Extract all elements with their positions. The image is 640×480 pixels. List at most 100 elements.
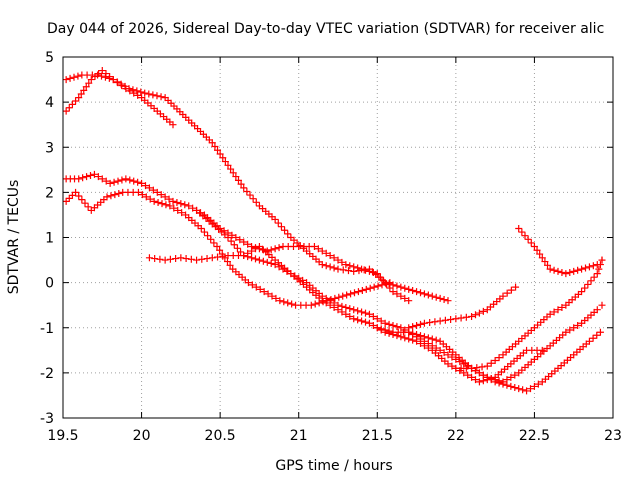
data-point-interp bbox=[487, 359, 495, 367]
data-point bbox=[134, 188, 142, 196]
data-point bbox=[94, 71, 102, 79]
data-point-interp bbox=[566, 326, 574, 334]
data-point-interp bbox=[491, 356, 499, 364]
series-track-7 bbox=[373, 301, 606, 386]
data-point-interp bbox=[318, 247, 326, 255]
data-point-interp bbox=[156, 255, 164, 263]
data-point-interp bbox=[87, 171, 94, 179]
y-tick-label: 5 bbox=[45, 50, 54, 66]
data-point-interp bbox=[354, 316, 362, 324]
data-point-interp bbox=[409, 323, 417, 331]
data-point-interp bbox=[207, 235, 215, 243]
data-point bbox=[109, 76, 117, 84]
data-point-interp bbox=[214, 253, 222, 261]
data-point bbox=[193, 256, 201, 264]
data-point-interp bbox=[487, 375, 495, 383]
data-point-interp bbox=[68, 191, 76, 199]
data-point bbox=[318, 261, 326, 269]
data-point bbox=[232, 234, 240, 241]
data-point-interp bbox=[432, 293, 440, 301]
data-point bbox=[224, 161, 232, 169]
data-point-interp bbox=[409, 287, 417, 295]
data-point-interp bbox=[401, 284, 409, 292]
data-point-interp bbox=[342, 303, 350, 311]
x-tick-label: 20 bbox=[133, 428, 151, 444]
data-point-interp bbox=[343, 291, 351, 299]
data-point-interp bbox=[351, 289, 358, 297]
data-point bbox=[138, 179, 146, 187]
data-point-interp bbox=[246, 191, 254, 199]
data-point-interp bbox=[284, 299, 292, 307]
data-point-interp bbox=[223, 258, 231, 266]
data-point bbox=[538, 346, 546, 354]
data-point-interp bbox=[511, 371, 519, 379]
data-point-interp bbox=[475, 309, 483, 317]
data-point-interp bbox=[581, 284, 589, 292]
data-point-interp bbox=[85, 79, 93, 87]
data-point-interp bbox=[401, 294, 409, 302]
data-point bbox=[177, 254, 185, 262]
data-point bbox=[62, 197, 70, 205]
data-point-interp bbox=[503, 376, 511, 384]
data-point-interp bbox=[521, 232, 529, 240]
data-point-interp bbox=[146, 195, 154, 203]
data-point-interp bbox=[244, 240, 252, 248]
data-point bbox=[125, 85, 133, 93]
data-point-interp bbox=[216, 150, 224, 158]
data-point-interp bbox=[267, 259, 275, 267]
x-tick-label: 21.5 bbox=[362, 428, 393, 444]
data-point-interp bbox=[129, 86, 137, 94]
data-point-interp bbox=[243, 187, 251, 195]
data-point-interp bbox=[377, 317, 385, 325]
data-point-interp bbox=[536, 250, 544, 258]
data-point-interp bbox=[280, 298, 288, 306]
data-point-interp bbox=[149, 91, 157, 99]
data-point-interp bbox=[178, 209, 186, 217]
data-point-interp bbox=[468, 373, 476, 381]
data-point-interp bbox=[226, 261, 234, 269]
data-point-interp bbox=[519, 386, 527, 394]
data-point-interp bbox=[593, 331, 601, 339]
data-point-interp bbox=[101, 73, 109, 81]
data-point-interp bbox=[284, 230, 292, 238]
data-point-interp bbox=[158, 200, 166, 208]
data-point bbox=[405, 297, 413, 305]
data-point-interp bbox=[558, 268, 566, 276]
data-point-interp bbox=[393, 332, 401, 340]
data-point bbox=[276, 297, 284, 305]
data-point bbox=[334, 301, 342, 309]
data-point bbox=[197, 224, 205, 232]
data-point bbox=[530, 243, 538, 251]
data-point bbox=[244, 279, 252, 287]
data-point-interp bbox=[584, 280, 592, 288]
data-point-interp bbox=[77, 90, 85, 98]
data-point-interp bbox=[369, 268, 377, 276]
data-point-interp bbox=[417, 289, 424, 297]
data-point bbox=[512, 283, 520, 291]
data-point-interp bbox=[358, 287, 366, 295]
data-point bbox=[122, 175, 130, 183]
data-point-interp bbox=[118, 176, 126, 184]
data-point bbox=[255, 256, 263, 264]
data-point-interp bbox=[322, 262, 330, 270]
data-point-interp bbox=[346, 262, 354, 270]
data-point-interp bbox=[385, 320, 393, 328]
data-point-interp bbox=[362, 285, 370, 293]
data-point-interp bbox=[331, 294, 339, 302]
data-point-interp bbox=[75, 192, 83, 200]
data-point-interp bbox=[173, 199, 181, 207]
data-point-interp bbox=[397, 292, 405, 300]
data-point-interp bbox=[424, 291, 432, 299]
data-marks bbox=[62, 67, 606, 395]
data-point bbox=[483, 362, 491, 370]
data-point bbox=[358, 265, 366, 273]
data-point bbox=[428, 292, 436, 300]
data-point bbox=[523, 387, 531, 395]
data-point-interp bbox=[393, 323, 401, 331]
data-point bbox=[326, 252, 334, 260]
data-point-interp bbox=[70, 73, 78, 81]
data-point-interp bbox=[157, 191, 165, 199]
data-point-interp bbox=[117, 80, 125, 88]
